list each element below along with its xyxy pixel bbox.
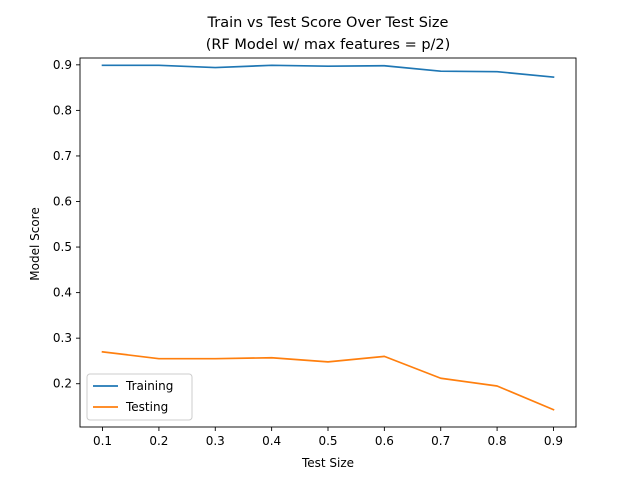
series-line-training (101, 64, 555, 79)
y-tick-label: 0.6 (53, 195, 72, 209)
x-tick-label: 0.7 (431, 434, 450, 448)
y-tick-label: 0.3 (53, 331, 72, 345)
y-tick-label: 0.8 (53, 103, 72, 117)
x-tick-label: 0.1 (93, 434, 112, 448)
x-tick-label: 0.5 (318, 434, 337, 448)
plot-frame (79, 57, 577, 428)
x-tick-label: 0.2 (149, 434, 168, 448)
x-tick-label: 0.3 (206, 434, 225, 448)
y-tick-label: 0.2 (53, 377, 72, 391)
x-axis-title: Test Size (301, 456, 354, 470)
y-tick-label: 0.4 (53, 286, 72, 300)
y-axis-title: Model Score (28, 207, 42, 280)
y-tick-label: 0.9 (53, 58, 72, 72)
x-tick-label: 0.6 (375, 434, 394, 448)
series-line-testing (101, 350, 555, 411)
x-tick-label: 0.8 (488, 434, 507, 448)
chart-subtitle: (RF Model w/ max features = p/2) (206, 37, 451, 53)
legend-label-training: Training (125, 379, 173, 393)
chart-title: Train vs Test Score Over Test Size (207, 15, 449, 31)
y-tick-label: 0.7 (53, 149, 72, 163)
x-tick-label: 0.4 (262, 434, 281, 448)
plot-area: 0.1 0.2 0.3 0.4 0.5 0.6 0.7 0.8 0.9 0.2 0.3 0.4 0.5 0… (53, 58, 563, 448)
y-tick-label: 0.5 (53, 240, 72, 254)
legend: Training Testing (86, 373, 193, 421)
x-tick-label: 0.9 (544, 434, 563, 448)
legend-label-testing: Testing (125, 400, 168, 414)
